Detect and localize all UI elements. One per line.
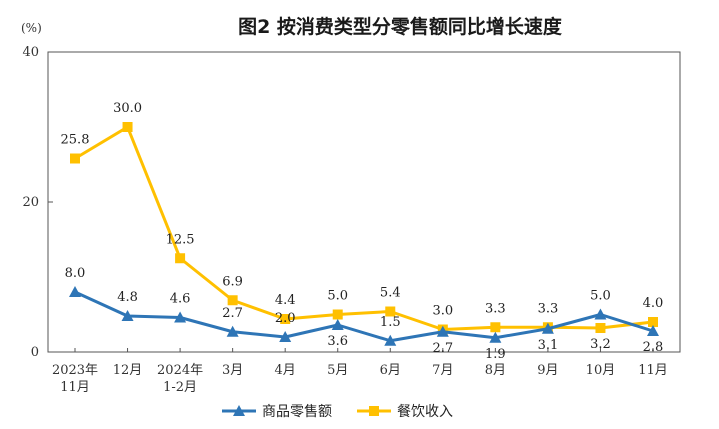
data-label: 5.0 (327, 289, 348, 304)
plot-area-frame (47, 51, 681, 353)
data-label: 30.0 (113, 101, 142, 116)
series-point-square (385, 306, 396, 317)
data-label: 2.7 (432, 341, 453, 356)
data-label: 4.0 (643, 296, 664, 311)
data-label: 4.6 (170, 292, 191, 307)
data-labels-layer: 25.8 30.0 12.5 6.9 4.4 5.0 5.4 3.0 3.3 3.3 3.2 4.0 8… (61, 101, 664, 362)
series-point-square (70, 153, 80, 164)
series-point-square (648, 317, 658, 327)
series-point-triangle (594, 308, 607, 320)
series-point-square (227, 295, 238, 306)
data-label: 3.6 (327, 334, 348, 349)
data-label: 4.8 (117, 290, 138, 305)
legend: 商品零售额 餐饮收入 (222, 404, 453, 420)
data-label: 2.0 (275, 311, 296, 326)
x-tick-label: 11月 (60, 380, 90, 395)
data-label: 6.9 (222, 274, 243, 289)
data-label: 1.5 (380, 315, 401, 330)
series-point-triangle (121, 310, 134, 321)
series-point-square (175, 253, 186, 264)
x-tick-label: 6月 (380, 363, 401, 378)
series-point-square (490, 322, 501, 333)
series-point-square (332, 309, 343, 320)
x-tick-label: 10月 (586, 363, 616, 378)
legend-marker-triangle (233, 405, 245, 416)
data-label: 1.9 (485, 347, 506, 362)
series-point-square (280, 314, 291, 324)
series-line (74, 290, 654, 343)
series-layer (69, 122, 659, 346)
legend-label: 餐饮收入 (397, 404, 453, 420)
data-label: 5.0 (590, 289, 611, 304)
data-label: 2.8 (643, 340, 664, 355)
x-tick-label: 11月 (638, 363, 668, 378)
x-tick-label: 2024年 (157, 363, 203, 378)
data-label: 3.2 (590, 337, 611, 352)
data-label: 12.5 (166, 232, 195, 247)
x-tick-label: 4月 (275, 363, 296, 378)
data-label: 3.3 (538, 301, 559, 316)
x-tick-label: 5月 (327, 363, 348, 378)
series-point-triangle (69, 286, 81, 297)
series-line (74, 125, 654, 331)
series-point-square (122, 122, 133, 132)
y-axis-unit-label: (%) (21, 21, 42, 35)
series-point-triangle (226, 325, 239, 337)
data-label: 5.4 (380, 286, 401, 301)
y-tick-label: 0 (31, 345, 39, 360)
series-point-triangle (489, 331, 502, 343)
data-label: 3.0 (432, 304, 453, 319)
y-tick-label: 20 (22, 195, 39, 210)
x-tick-label: 3月 (222, 363, 243, 378)
x-tick-label: 7月 (432, 363, 453, 378)
legend-label: 商品零售额 (262, 404, 332, 420)
x-tick-label: 1-2月 (163, 380, 197, 395)
x-tick-label: 9月 (537, 363, 558, 378)
data-label: 3.3 (485, 301, 506, 316)
series-point-triangle (331, 319, 344, 330)
x-tick-label: 2023年 (52, 363, 98, 378)
series-point-triangle (279, 331, 292, 342)
series-point-triangle (436, 325, 449, 337)
data-label: 4.4 (275, 293, 296, 308)
data-label: 3.1 (538, 338, 559, 353)
y-tick-label: 40 (22, 45, 39, 60)
x-axis-ticks: 2023年 11月 12月 2024年 1-2月 3月 4月 5月 6月 7月 8月 9月 10月 11月 (52, 348, 668, 395)
data-label: 25.8 (61, 133, 90, 148)
x-tick-label: 12月 (113, 363, 143, 378)
series-point-square (595, 323, 606, 333)
series-point-triangle (174, 311, 187, 323)
series-point-triangle (384, 334, 397, 346)
legend-marker-square (369, 406, 379, 416)
data-label: 8.0 (65, 266, 86, 281)
data-label: 2.7 (222, 306, 243, 321)
series-point-triangle (541, 322, 554, 334)
series-point-triangle (647, 325, 659, 336)
x-tick-label: 8月 (485, 363, 506, 378)
y-axis-ticks: 0 20 40 (22, 45, 53, 360)
chart-title: 图2 按消费类型分零售额同比增长速度 (238, 15, 563, 38)
